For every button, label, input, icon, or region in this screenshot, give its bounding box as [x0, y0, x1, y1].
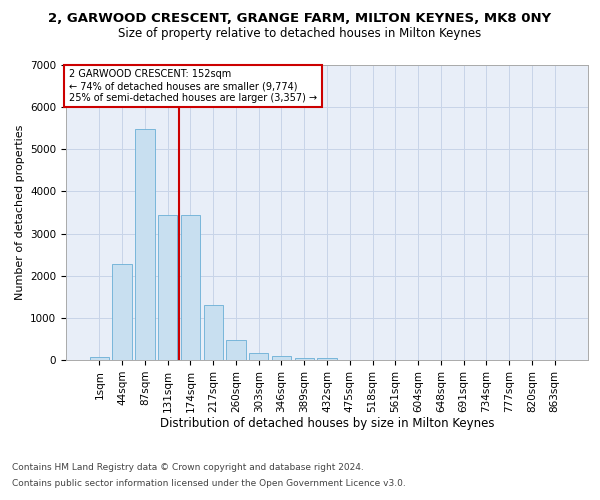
Bar — [181, 216, 200, 360]
X-axis label: Distribution of detached houses by size in Milton Keynes: Distribution of detached houses by size … — [160, 418, 494, 430]
Bar — [135, 129, 155, 360]
Bar — [317, 358, 337, 360]
Text: Contains HM Land Registry data © Crown copyright and database right 2024.: Contains HM Land Registry data © Crown c… — [12, 464, 364, 472]
Bar — [112, 264, 132, 360]
Bar — [249, 353, 268, 360]
Bar — [203, 305, 223, 360]
Text: Size of property relative to detached houses in Milton Keynes: Size of property relative to detached ho… — [118, 28, 482, 40]
Text: 2 GARWOOD CRESCENT: 152sqm
← 74% of detached houses are smaller (9,774)
25% of s: 2 GARWOOD CRESCENT: 152sqm ← 74% of deta… — [68, 70, 317, 102]
Bar — [272, 356, 291, 360]
Text: 2, GARWOOD CRESCENT, GRANGE FARM, MILTON KEYNES, MK8 0NY: 2, GARWOOD CRESCENT, GRANGE FARM, MILTON… — [49, 12, 551, 26]
Text: Contains public sector information licensed under the Open Government Licence v3: Contains public sector information licen… — [12, 478, 406, 488]
Y-axis label: Number of detached properties: Number of detached properties — [14, 125, 25, 300]
Bar — [226, 340, 245, 360]
Bar — [90, 356, 109, 360]
Bar — [295, 358, 314, 360]
Bar — [158, 215, 178, 360]
